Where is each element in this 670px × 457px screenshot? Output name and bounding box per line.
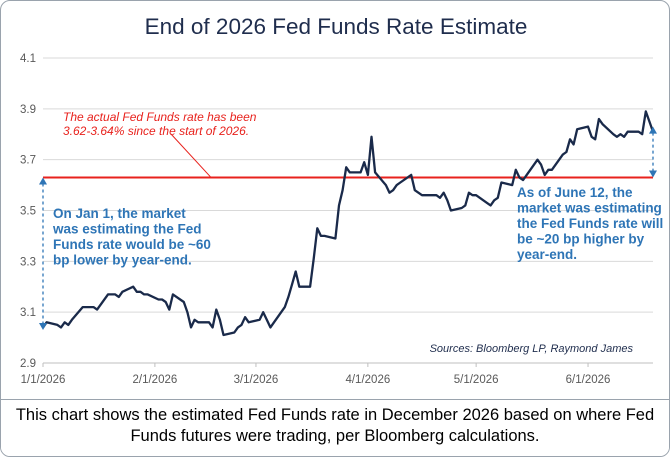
x-tick-label: 5/1/2026 <box>454 374 499 386</box>
y-tick-label: 3.3 <box>20 256 36 268</box>
x-tick-label: 4/1/2026 <box>345 374 390 386</box>
caption-text: This chart shows the estimated Fed Funds… <box>15 406 655 445</box>
actual-rate-note: The actual Fed Funds rate has been 3.62-3… <box>63 110 257 138</box>
y-tick-label: 3.7 <box>20 155 36 167</box>
y-tick-label: 3.9 <box>20 104 36 116</box>
annotation-layer: The actual Fed Funds rate has been 3.62-3… <box>52 110 663 268</box>
y-tick-label: 4.1 <box>20 53 36 65</box>
arrow-head-up <box>649 126 657 134</box>
caption-box: This chart shows the estimated Fed Funds… <box>1 399 669 456</box>
jan1-note: On Jan 1, the market was estimating the F… <box>52 206 211 268</box>
x-axis: 1/1/2026 2/1/2026 3/1/2026 4/1/2026 5/1/2026… <box>21 363 611 386</box>
x-tick-label: 3/1/2026 <box>234 374 279 386</box>
source-note: Sources: Bloomberg LP, Raymond James <box>430 343 634 355</box>
june12-note: As of June 12, the market was estimating t… <box>517 185 663 262</box>
y-tick-label: 3.1 <box>20 307 36 319</box>
arrow-head-down <box>649 170 657 178</box>
series-line <box>42 110 655 337</box>
y-axis: 2.9 3.1 3.3 3.5 3.7 3.9 4.1 <box>20 53 36 370</box>
x-tick-label: 6/1/2026 <box>566 374 611 386</box>
arrow-head-up <box>39 177 47 185</box>
gridlines <box>43 57 653 364</box>
x-tick-label: 2/1/2026 <box>133 374 178 386</box>
y-tick-label: 3.5 <box>20 206 36 218</box>
y-tick-label: 2.9 <box>20 358 36 370</box>
arrow-head-down <box>39 322 47 330</box>
chart-title: End of 2026 Fed Funds Rate Estimate <box>145 14 528 39</box>
note-connector <box>170 133 212 178</box>
chart-area: End of 2026 Fed Funds Rate Estimate 2.9 3… <box>20 14 663 386</box>
arrow-layer <box>39 126 657 330</box>
x-tick-label: 1/1/2026 <box>21 374 66 386</box>
series-layer <box>42 110 655 337</box>
